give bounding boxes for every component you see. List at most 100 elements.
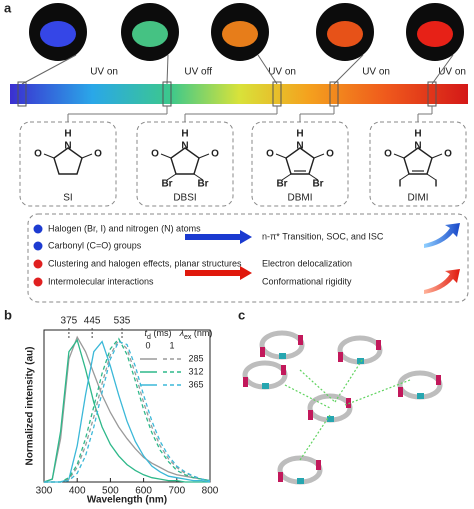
atom-label: O <box>384 149 392 160</box>
hydrogen-bond <box>299 414 331 461</box>
legend-dot <box>33 277 43 287</box>
molecule-name: DBMI <box>288 193 313 204</box>
atom-label: H <box>181 129 188 140</box>
x-tick-label: 700 <box>168 486 185 497</box>
leader-line <box>257 54 278 85</box>
nitrogen <box>262 383 269 389</box>
legend-box <box>27 213 469 303</box>
legend-col: 1 <box>169 340 174 350</box>
nitrogen <box>297 478 304 484</box>
crystal-structure <box>242 330 443 485</box>
arrow <box>424 223 460 248</box>
bond <box>399 173 410 181</box>
legend-label: 312 <box>188 366 203 376</box>
x-tick-label: 300 <box>36 486 53 497</box>
atom-label: N <box>414 141 421 152</box>
legend-text: n-π* Transition, SOC, and ISC <box>262 231 384 241</box>
atom-label: O <box>211 149 219 160</box>
atom-label: H <box>414 129 421 140</box>
spectrum-line <box>43 338 210 483</box>
spectrum-line <box>44 339 211 483</box>
carbonyl-o <box>278 472 283 482</box>
atom-label: Br <box>312 179 323 190</box>
nitrogen <box>279 353 286 359</box>
legend-text: Electron delocalization <box>262 258 352 268</box>
legend-header-part: (nm) <box>191 328 212 338</box>
ring <box>403 147 433 175</box>
peak-label: 375 <box>61 316 78 327</box>
legend-text: Carbonyl (C=O) groups <box>48 240 142 250</box>
x-tick-label: 400 <box>69 486 86 497</box>
molecule-name: SI <box>63 193 72 204</box>
hydrogen-bond <box>284 384 331 409</box>
x-tick-label: 600 <box>135 486 152 497</box>
atom-label: O <box>34 149 42 160</box>
legend-header: λex (nm) <box>179 328 213 340</box>
legend-dot <box>33 224 43 234</box>
legend-header-part: t <box>145 328 148 338</box>
legend-text: Halogen (Br, I) and nitrogen (N) atoms <box>48 223 201 233</box>
bond <box>198 153 210 159</box>
carbonyl-o <box>308 410 313 420</box>
carbonyl-o <box>243 377 248 387</box>
sample-glow <box>40 21 76 47</box>
sample-glow <box>327 21 363 47</box>
spectrum-bar <box>10 84 468 104</box>
bond <box>313 153 325 159</box>
atom-label: O <box>151 149 159 160</box>
carbonyl-o <box>316 460 321 470</box>
bond <box>160 153 172 159</box>
sample-glow <box>222 21 258 47</box>
arrow <box>185 266 252 280</box>
arrow <box>185 230 252 244</box>
photo-label: UV on <box>438 67 466 78</box>
carbonyl-o <box>436 375 441 385</box>
peak-label: 445 <box>84 316 101 327</box>
bond <box>193 173 204 181</box>
carbonyl-o <box>298 335 303 345</box>
spectrum-line <box>43 335 211 483</box>
bond <box>43 153 55 159</box>
hydrogen-bond <box>334 359 363 403</box>
atom-label: Br <box>197 179 208 190</box>
bond <box>431 153 443 159</box>
legend-header: td (ms) <box>145 328 172 340</box>
bond <box>166 173 177 181</box>
legend-text: Conformational rigidity <box>262 276 352 286</box>
atom-label: O <box>266 149 274 160</box>
photo-label: UV on <box>268 67 296 78</box>
peak-label: 535 <box>114 316 131 327</box>
carbonyl-o <box>281 365 286 375</box>
legend-dot <box>33 259 43 269</box>
panel-label: b <box>4 307 12 322</box>
legend-header-part: d <box>147 334 151 341</box>
atom-label: O <box>444 149 452 160</box>
spectrum-line <box>44 337 211 483</box>
legend-text: Intermolecular interactions <box>48 276 154 286</box>
atom-label: N <box>181 141 188 152</box>
x-tick-label: 800 <box>202 486 219 497</box>
nitrogen <box>357 358 364 364</box>
legend-header-part: λ <box>179 328 184 338</box>
photo-label: UV on <box>90 67 118 78</box>
arrow <box>424 269 460 294</box>
x-tick-label: 500 <box>102 486 119 497</box>
nitrogen <box>417 393 424 399</box>
x-axis-label: Wavelength (nm) <box>87 495 167 506</box>
legend-col: 0 <box>145 340 150 350</box>
photo-label: UV on <box>362 67 390 78</box>
y-axis-label: Normalized intensity (au) <box>25 347 36 466</box>
atom-label: O <box>326 149 334 160</box>
carbonyl-o <box>376 340 381 350</box>
bond <box>393 153 405 159</box>
legend-label: 285 <box>188 353 203 363</box>
nitrogen <box>327 416 334 422</box>
legend-header-part: ex <box>184 334 192 341</box>
atom-label: H <box>296 129 303 140</box>
legend-label: 365 <box>188 379 203 389</box>
ring <box>285 147 315 175</box>
carbonyl-o <box>260 347 265 357</box>
atom-label: O <box>94 149 102 160</box>
atom-label: N <box>296 141 303 152</box>
